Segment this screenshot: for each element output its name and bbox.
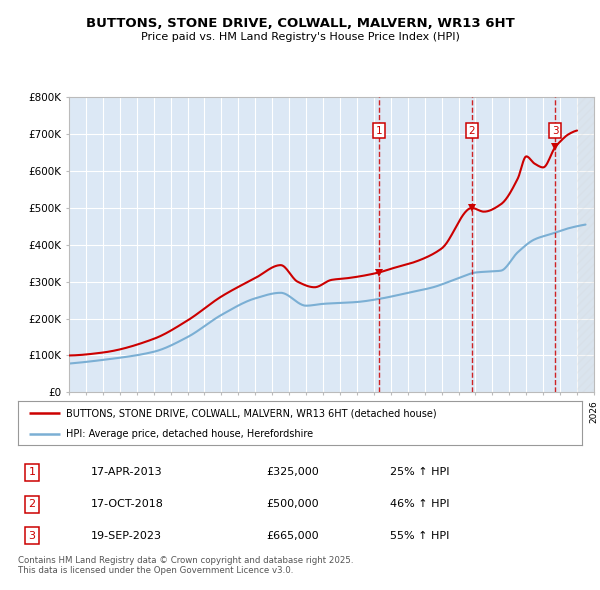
Text: £665,000: £665,000	[266, 531, 319, 541]
Text: 55% ↑ HPI: 55% ↑ HPI	[390, 531, 449, 541]
Bar	[577, 97, 594, 392]
Text: 2: 2	[469, 126, 475, 136]
Text: HPI: Average price, detached house, Herefordshire: HPI: Average price, detached house, Here…	[66, 430, 313, 439]
Text: BUTTONS, STONE DRIVE, COLWALL, MALVERN, WR13 6HT: BUTTONS, STONE DRIVE, COLWALL, MALVERN, …	[86, 17, 514, 30]
Text: Contains HM Land Registry data © Crown copyright and database right 2025.
This d: Contains HM Land Registry data © Crown c…	[18, 556, 353, 575]
Text: 2: 2	[29, 499, 35, 509]
Text: £500,000: £500,000	[266, 499, 319, 509]
Text: BUTTONS, STONE DRIVE, COLWALL, MALVERN, WR13 6HT (detached house): BUTTONS, STONE DRIVE, COLWALL, MALVERN, …	[66, 408, 437, 418]
Text: £325,000: £325,000	[266, 467, 319, 477]
Text: 25% ↑ HPI: 25% ↑ HPI	[390, 467, 450, 477]
Text: 46% ↑ HPI: 46% ↑ HPI	[390, 499, 450, 509]
Text: 19-SEP-2023: 19-SEP-2023	[91, 531, 163, 541]
Text: 1: 1	[376, 126, 382, 136]
Text: 17-OCT-2018: 17-OCT-2018	[91, 499, 164, 509]
Text: 1: 1	[29, 467, 35, 477]
Text: 3: 3	[29, 531, 35, 541]
Text: 17-APR-2013: 17-APR-2013	[91, 467, 163, 477]
Text: Price paid vs. HM Land Registry's House Price Index (HPI): Price paid vs. HM Land Registry's House …	[140, 32, 460, 42]
Text: 3: 3	[552, 126, 559, 136]
